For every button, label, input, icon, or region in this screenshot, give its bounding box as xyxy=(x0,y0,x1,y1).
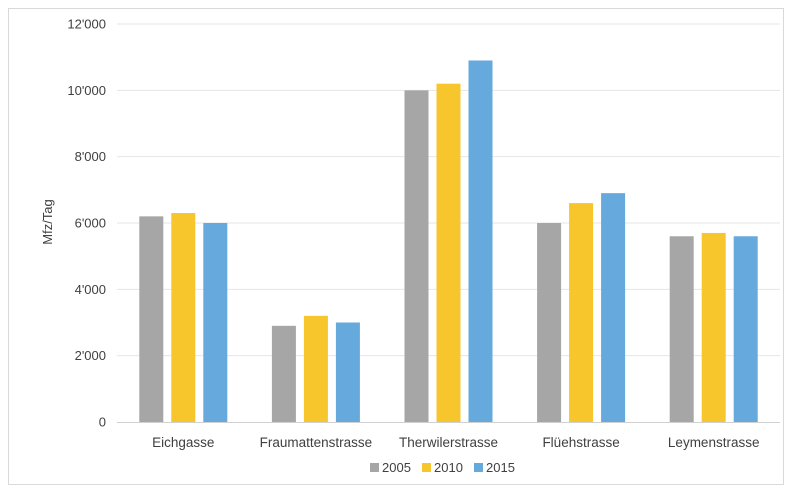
legend-label: 2015 xyxy=(486,460,515,475)
y-tick-label: 4'000 xyxy=(75,282,106,297)
bar-2015 xyxy=(468,60,493,422)
y-tick-label: 0 xyxy=(99,415,106,430)
bar-2010 xyxy=(701,232,726,422)
x-category-label: Eichgasse xyxy=(152,435,214,450)
bar-2010 xyxy=(569,203,594,422)
bar-2015 xyxy=(601,193,626,422)
y-axis-title: Mfz/Tag xyxy=(40,199,55,245)
bar-2010 xyxy=(171,213,196,422)
y-tick-label: 10'000 xyxy=(67,83,106,98)
legend-label: 2010 xyxy=(434,460,463,475)
bar-2010 xyxy=(303,315,328,422)
bar-2015 xyxy=(733,236,758,422)
bars xyxy=(139,60,758,422)
legend-label: 2005 xyxy=(382,460,411,475)
x-axis: Eichgasse Fraumattenstrasse Therwilerstras… xyxy=(117,422,780,450)
y-tick-label: 2'000 xyxy=(75,348,106,363)
chart-frame xyxy=(8,8,784,485)
bar-2005 xyxy=(271,325,296,422)
y-tick-label: 8'000 xyxy=(75,149,106,164)
bar-2010 xyxy=(436,83,461,422)
legend-swatch-2010 xyxy=(422,463,431,472)
bar-2005 xyxy=(669,236,694,422)
y-tick-label: 6'000 xyxy=(75,216,106,231)
bar-2015 xyxy=(203,223,228,422)
bar-2015 xyxy=(335,322,360,422)
y-tick-label: 12'000 xyxy=(67,17,106,32)
legend-swatch-2005 xyxy=(370,463,379,472)
bar-2005 xyxy=(139,216,164,422)
bar-2005 xyxy=(537,223,562,422)
x-category-label: Fraumattenstrasse xyxy=(260,435,373,450)
x-category-label: Leymenstrasse xyxy=(668,435,760,450)
legend: 2005 2010 2015 xyxy=(370,460,515,475)
legend-swatch-2015 xyxy=(474,463,483,472)
x-category-label: Therwilerstrasse xyxy=(399,435,498,450)
bar-2005 xyxy=(404,90,429,422)
x-category-label: Flüehstrasse xyxy=(542,435,619,450)
y-axis-ticks: 0 2'000 4'000 6'000 8'000 10'000 12'000 xyxy=(67,17,106,430)
